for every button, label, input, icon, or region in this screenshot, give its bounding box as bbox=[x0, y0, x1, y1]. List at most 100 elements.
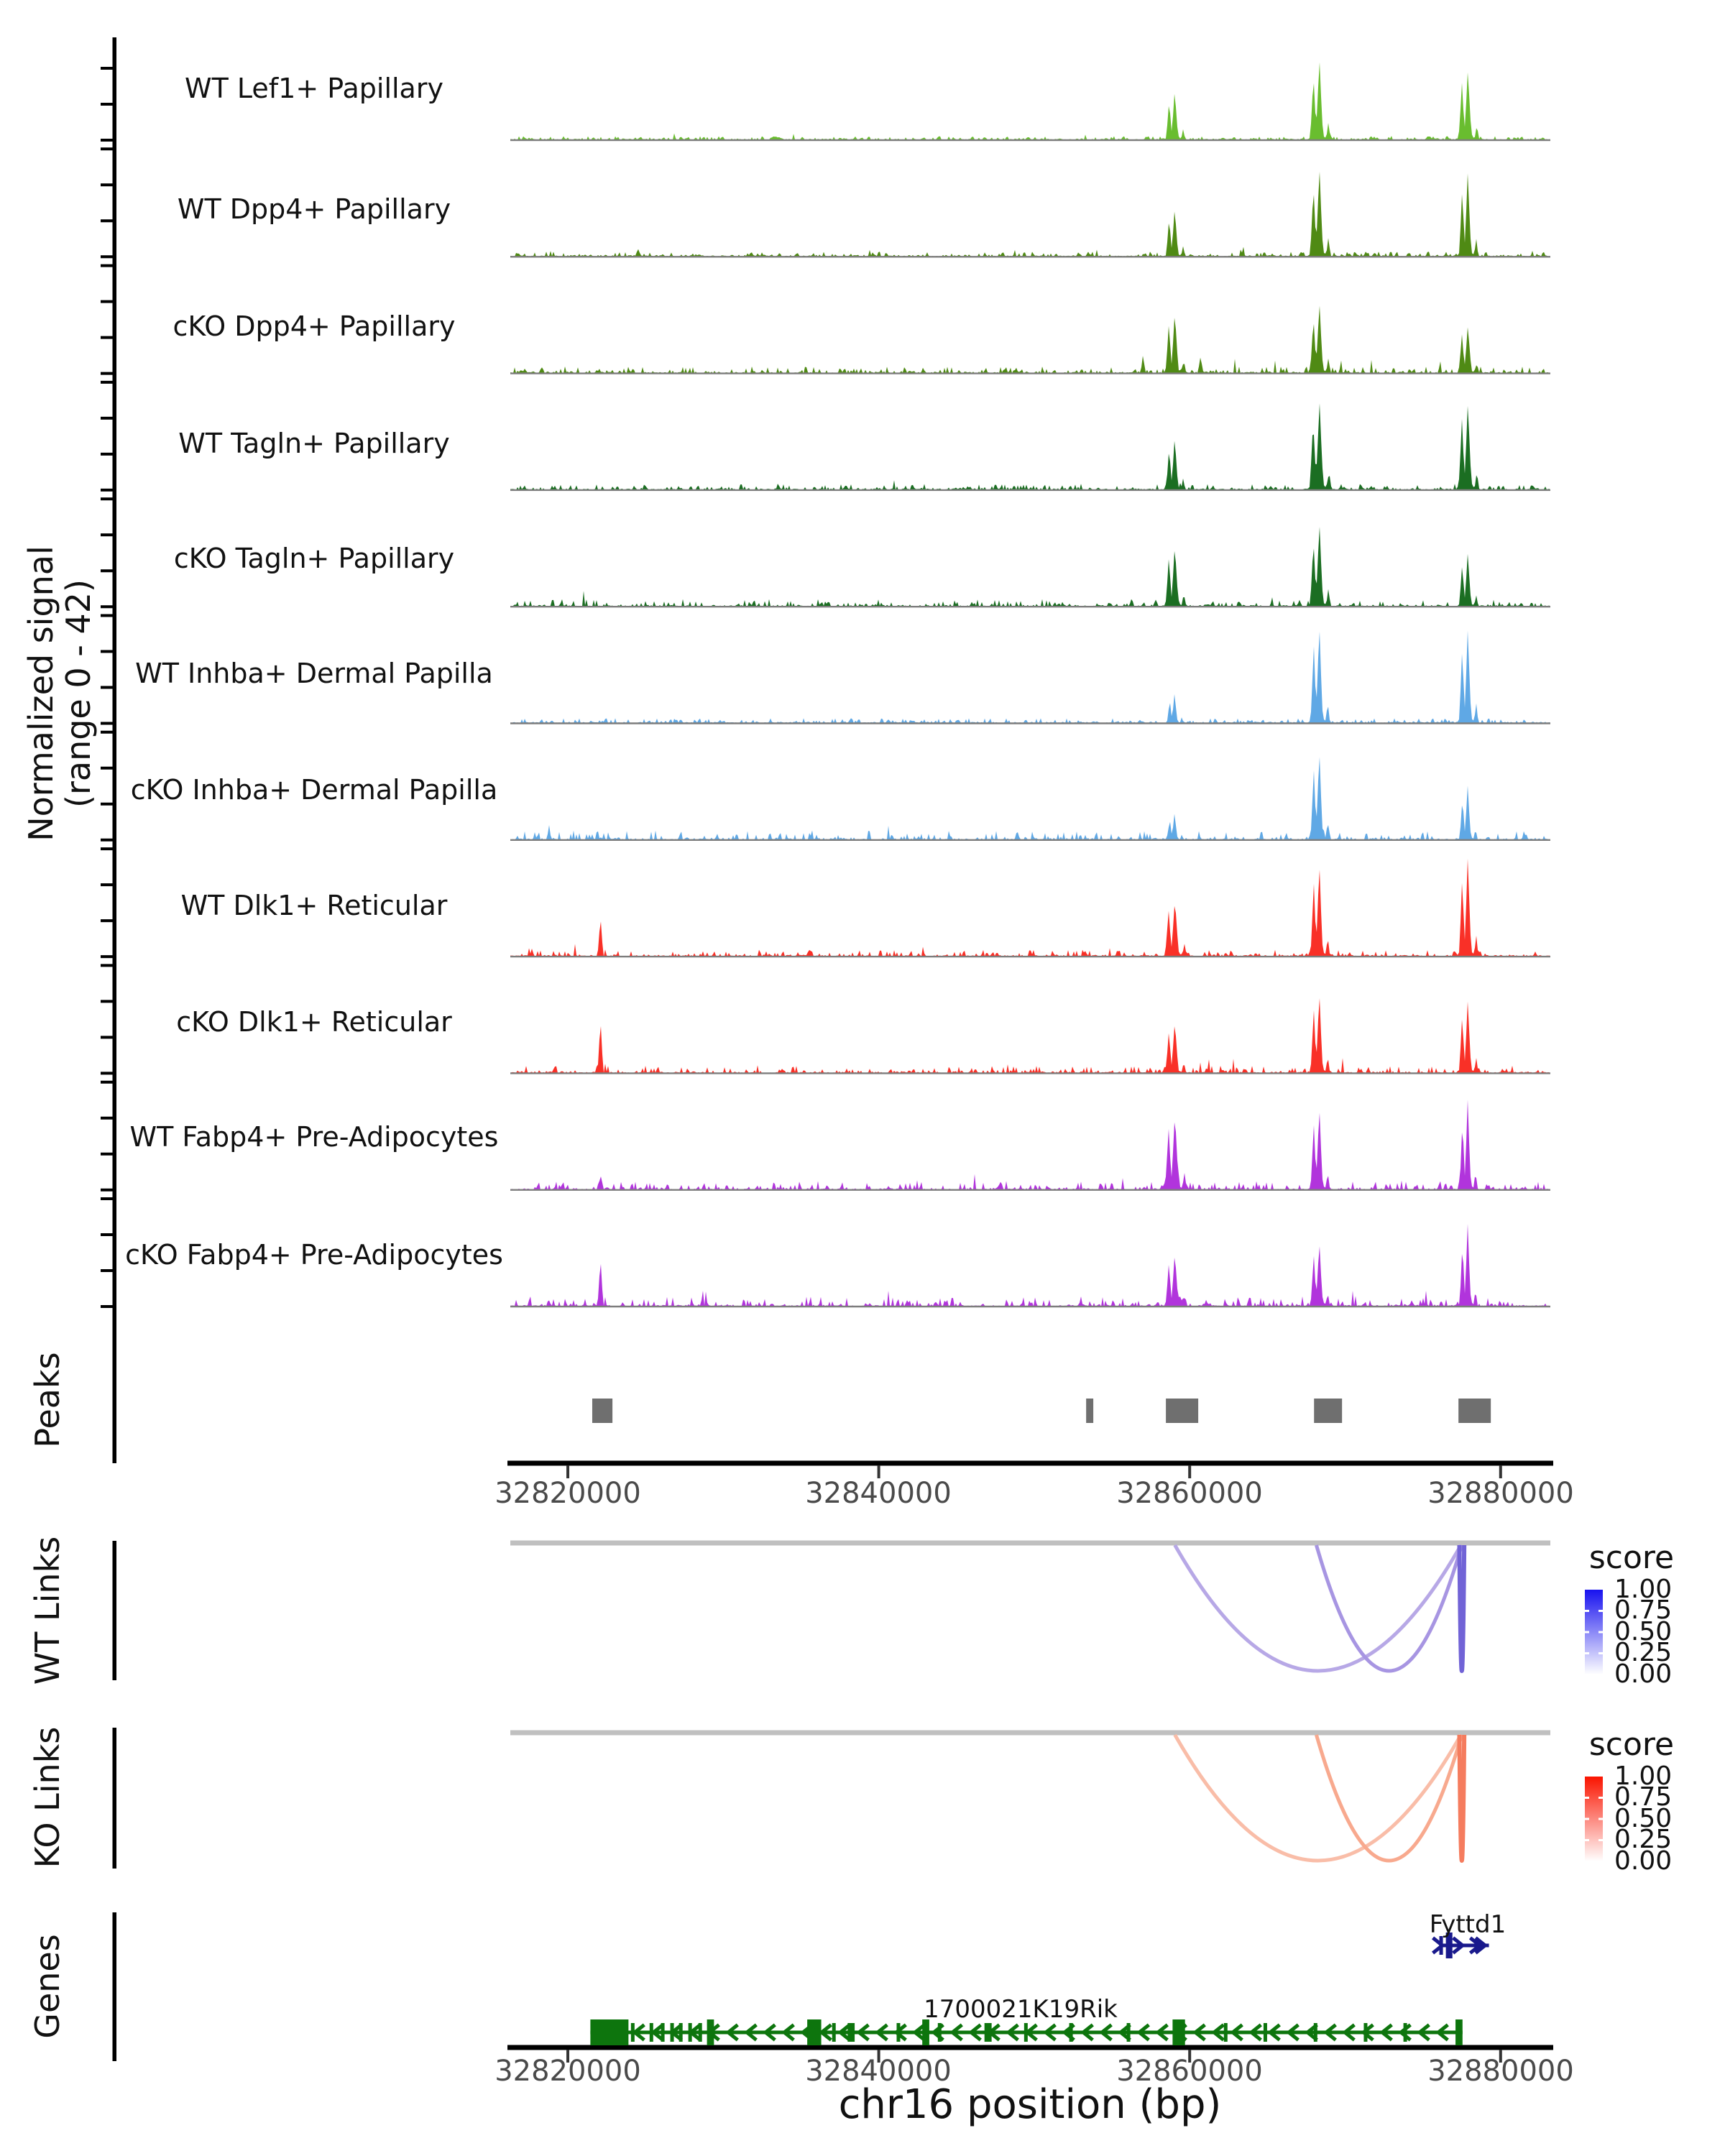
track-label-cko-dlk1: cKO Dlk1+ Reticular bbox=[176, 1006, 452, 1038]
ko-legend-tick-025: 0.25 bbox=[1614, 1825, 1673, 1854]
wt-legend-tick-100: 1.00 bbox=[1614, 1575, 1673, 1604]
gene-1700021k19rik-exon bbox=[832, 2023, 836, 2042]
track-label-cko-tagln: cKO Tagln+ Papillary bbox=[173, 543, 455, 574]
axis2-tick-32880000: 32880000 bbox=[1427, 2055, 1574, 2088]
strand-chevron bbox=[1099, 2023, 1113, 2042]
axis1-tick-32840000: 32840000 bbox=[805, 1477, 952, 1510]
strand-chevron bbox=[1452, 1936, 1466, 1955]
ko-links-arc-1 bbox=[1315, 1734, 1464, 1863]
signal-axis-bar bbox=[112, 37, 116, 1351]
ko-links-legend-title: score bbox=[1588, 1726, 1675, 1763]
section-label-genes: Genes bbox=[28, 1934, 67, 2039]
strand-chevron bbox=[1323, 2023, 1337, 2042]
track-label-cko-dpp4: cKO Dpp4+ Papillary bbox=[172, 310, 456, 342]
strand-chevron bbox=[1379, 2023, 1393, 2042]
strand-chevron bbox=[1286, 2023, 1300, 2042]
strand-chevron bbox=[744, 2023, 758, 2042]
strand-chevron bbox=[1136, 2023, 1150, 2042]
gene-1700021k19rik-exon bbox=[678, 2023, 683, 2042]
signal-track-1 bbox=[510, 171, 1550, 258]
strand-chevron bbox=[968, 2023, 982, 2042]
ko-legend-tick-100: 1.00 bbox=[1614, 1761, 1673, 1791]
gene-1700021k19rik-exon bbox=[1126, 2023, 1131, 2042]
axis1-tick-32860000: 32860000 bbox=[1116, 1477, 1263, 1510]
wt-links bbox=[510, 1540, 1550, 1673]
track-label-cko-fabp4: cKO Fabp4+ Pre-Adipocytes bbox=[125, 1239, 503, 1271]
axis1-tick-32880000: 32880000 bbox=[1427, 1477, 1574, 1510]
ko-legend-tick-075: 0.75 bbox=[1614, 1782, 1673, 1812]
gene-1700021k19rik-exon bbox=[1223, 2023, 1228, 2042]
gene-1700021k19rik-exon bbox=[1403, 2023, 1407, 2042]
gene-1700021k19rik-exon bbox=[1172, 2019, 1185, 2045]
strand-chevron bbox=[1080, 2023, 1094, 2042]
strand-chevron bbox=[893, 2023, 907, 2042]
axis2-tick-32860000: 32860000 bbox=[1116, 2055, 1263, 2088]
gene-1700021k19rik-exon bbox=[670, 2023, 674, 2042]
signal-track-9 bbox=[510, 1100, 1550, 1191]
signal-track-10 bbox=[510, 1224, 1550, 1308]
gene-label-fyttd1: Fyttd1 bbox=[1429, 1910, 1506, 1939]
strand-chevron bbox=[819, 2023, 832, 2042]
strand-chevron bbox=[1417, 2023, 1430, 2042]
signal-area-1 bbox=[510, 171, 1550, 257]
wt-legend-tick-025: 0.25 bbox=[1614, 1638, 1673, 1667]
wt-links-legend-title: score bbox=[1588, 1539, 1675, 1576]
wt-links-arc-2 bbox=[1457, 1544, 1467, 1673]
gene-1700021k19rik-exon bbox=[590, 2019, 629, 2045]
left-axis-bars bbox=[101, 37, 116, 2061]
axis2-tick-32820000: 32820000 bbox=[494, 2055, 641, 2088]
gene-1700021k19rik-exon bbox=[1263, 2023, 1267, 2042]
signal-track-5 bbox=[510, 630, 1550, 724]
signal-area-9 bbox=[510, 1100, 1550, 1190]
strand-chevron bbox=[912, 2023, 926, 2042]
ko-score-legend bbox=[1585, 1777, 1603, 1861]
ko-legend-tick-050: 0.50 bbox=[1614, 1804, 1673, 1833]
signal-track-2 bbox=[510, 305, 1550, 374]
gene-1700021k19rik-exon bbox=[1024, 2023, 1028, 2042]
track-label-wt-fabp4: WT Fabp4+ Pre-Adipocytes bbox=[129, 1121, 499, 1153]
strand-chevron bbox=[1006, 2023, 1019, 2042]
genome-axis-bottom bbox=[507, 2045, 1553, 2063]
strand-chevron bbox=[650, 2023, 664, 2042]
strand-chevron bbox=[875, 2023, 888, 2042]
gene-fyttd1 bbox=[1431, 1932, 1489, 1958]
gene-1700021k19rik-exon bbox=[1455, 2019, 1463, 2045]
gene-1700021k19rik-exon bbox=[807, 2019, 822, 2045]
wt-legend-tick-050: 0.50 bbox=[1614, 1617, 1673, 1646]
signal-track-3 bbox=[510, 403, 1550, 492]
signal-area-3 bbox=[510, 403, 1550, 490]
signal-track-6 bbox=[510, 757, 1550, 842]
signal-area-7 bbox=[510, 858, 1550, 957]
gene-1700021k19rik-exon bbox=[937, 2023, 942, 2042]
gene-1700021k19rik-exon bbox=[661, 2023, 665, 2042]
strand-chevron bbox=[1043, 2023, 1057, 2042]
peak-box-0 bbox=[592, 1399, 613, 1423]
gene-1700021k19rik-exon bbox=[847, 2023, 855, 2042]
track-label-cko-inhba: cKO Inhba+ Dermal Papilla bbox=[130, 774, 498, 806]
signal-area-5 bbox=[510, 630, 1550, 724]
track-label-wt-tagln: WT Tagln+ Papillary bbox=[178, 428, 450, 459]
strand-chevron bbox=[1155, 2023, 1169, 2042]
strand-chevron bbox=[632, 2023, 645, 2042]
gene-1700021k19rik-exon bbox=[630, 2023, 635, 2042]
gene-1700021k19rik-exon bbox=[707, 2019, 714, 2045]
strand-chevron bbox=[781, 2023, 795, 2042]
track-label-wt-dlk1: WT Dlk1+ Reticular bbox=[180, 890, 448, 921]
wt-legend-tick-000: 0.00 bbox=[1614, 1659, 1673, 1689]
strand-chevron bbox=[837, 2023, 851, 2042]
peak-box-4 bbox=[1458, 1399, 1491, 1423]
signal-area-8 bbox=[510, 998, 1550, 1074]
wt-links-axis-bar bbox=[112, 1541, 116, 1680]
gene-1700021k19rik-exon bbox=[1363, 2023, 1368, 2042]
gene-1700021k19rik-exon bbox=[1069, 2023, 1073, 2042]
wt-score-legend bbox=[1585, 1590, 1603, 1674]
strand-chevron bbox=[763, 2023, 776, 2042]
wt-links-arc-0 bbox=[1173, 1544, 1463, 1673]
y-axis-title-line2: (range 0 - 42) bbox=[59, 579, 98, 808]
strand-chevron bbox=[1230, 2023, 1243, 2042]
strand-chevron bbox=[1474, 1936, 1489, 1955]
signal-area-0 bbox=[510, 62, 1550, 140]
signal-track-8 bbox=[510, 998, 1550, 1074]
strand-chevron bbox=[1468, 1936, 1483, 1955]
